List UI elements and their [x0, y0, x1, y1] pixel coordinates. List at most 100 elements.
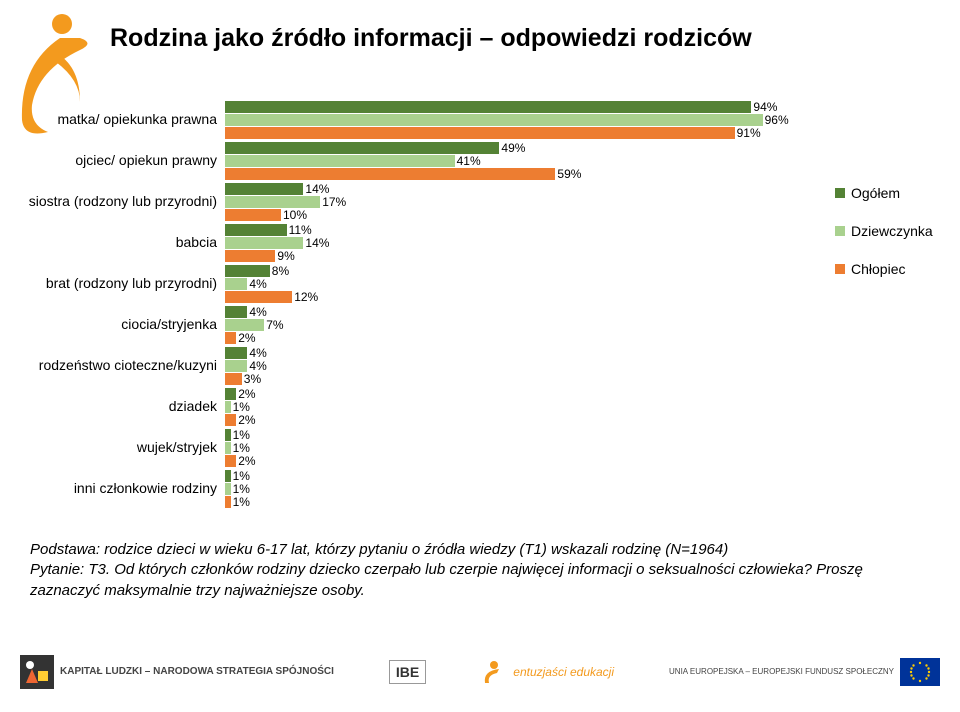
category-label: wujek/stryjek — [0, 440, 225, 455]
bar-wrap: 2% — [225, 454, 840, 467]
bar-value-label: 1% — [233, 441, 250, 455]
bar-chlopiec — [225, 496, 231, 508]
category-label: siostra (rodzony lub przyrodni) — [0, 194, 225, 209]
category-bars: 1%1%2% — [225, 428, 840, 467]
bar-dziewczynka — [225, 442, 231, 454]
category-label: ojciec/ opiekun prawny — [0, 153, 225, 168]
bar-value-label: 1% — [233, 428, 250, 442]
category-bars: 14%17% 10% — [225, 182, 840, 221]
bar-wrap: 41% — [225, 154, 840, 167]
chart-category-row: rodzeństwo cioteczne/kuzyni4%4%3% — [0, 346, 840, 385]
bar-value-label: 2% — [238, 387, 255, 401]
bar-wrap: 96% — [225, 113, 840, 126]
category-label: rodzeństwo cioteczne/kuzyni — [0, 358, 225, 373]
bar-chlopiec — [225, 332, 236, 344]
bar-wrap: 7% — [225, 318, 840, 331]
chart-legend: OgółemDziewczynkaChłopiec — [835, 185, 945, 299]
bar-ogolem — [225, 429, 231, 441]
category-bars: 94%96%91% — [225, 100, 840, 139]
footnote-question: Pytanie: T3. Od których członków rodziny… — [30, 561, 863, 598]
bar-dziewczynka — [225, 360, 247, 372]
bar-value-label: 12% — [294, 290, 318, 304]
legend-swatch — [835, 264, 845, 274]
bar-ogolem — [225, 388, 236, 400]
bar-value-label: 4% — [249, 359, 266, 373]
bar-chlopiec — [225, 168, 555, 180]
bar-value-label: 3% — [244, 372, 261, 386]
chart-category-row: inni członkowie rodziny1%1%1% — [0, 469, 840, 508]
category-label: brat (rodzony lub przyrodni) — [0, 276, 225, 291]
bar-ogolem — [225, 306, 247, 318]
bar-dziewczynka — [225, 155, 455, 167]
bar-chlopiec — [225, 414, 236, 426]
bar-wrap: 94% — [225, 100, 840, 113]
category-bars: 2%1%2% — [225, 387, 840, 426]
bar-ogolem — [225, 470, 231, 482]
bar-wrap: 2% — [225, 387, 840, 400]
bar-value-label: 4% — [249, 346, 266, 360]
chart-footnote: Podstawa: rodzice dzieci w wieku 6-17 la… — [30, 540, 930, 601]
bar-value-label: 11% — [289, 223, 312, 237]
bar-ogolem — [225, 224, 287, 236]
bar-value-label: 10% — [283, 208, 307, 222]
bar-dziewczynka — [225, 278, 247, 290]
category-label: ciocia/stryjenka — [0, 317, 225, 332]
logo-entuzjasci: entuzjaści edukacji — [481, 659, 614, 685]
bar-value-label: 1% — [233, 400, 250, 414]
bar-wrap: 1% — [225, 469, 840, 482]
bar-value-label: 8% — [272, 264, 289, 278]
chart-category-row: matka/ opiekunka prawna94%96%91% — [0, 100, 840, 139]
category-bars: 4%7%2% — [225, 305, 840, 344]
category-bars: 4%4%3% — [225, 346, 840, 385]
bar-wrap: 9% — [225, 249, 840, 262]
bar-chlopiec — [225, 127, 735, 139]
bar-value-label: 14% — [305, 236, 329, 250]
chart-category-row: ojciec/ opiekun prawny49%41%59% — [0, 141, 840, 180]
bar-ogolem — [225, 142, 499, 154]
page-title: Rodzina jako źródło informacji – odpowie… — [110, 24, 752, 53]
logo-ibe: IBE — [389, 660, 426, 684]
legend-label: Dziewczynka — [851, 223, 933, 239]
bar-chlopiec — [225, 250, 275, 262]
bar-wrap: 4% — [225, 277, 840, 290]
bar-ogolem — [225, 101, 751, 113]
bar-wrap: 14% — [225, 182, 840, 195]
chart-category-row: siostra (rodzony lub przyrodni)14%17% 10% — [0, 182, 840, 221]
bar-value-label: 1% — [233, 495, 250, 509]
bar-wrap: 4% — [225, 346, 840, 359]
bar-value-label: 1% — [233, 469, 250, 483]
bar-wrap: 1% — [225, 495, 840, 508]
chart-category-row: dziadek2%1%2% — [0, 387, 840, 426]
bar-wrap: 17% — [225, 195, 840, 208]
logo-kapital-ludzki: KAPITAŁ LUDZKI – NARODOWA STRATEGIA SPÓJ… — [20, 655, 334, 689]
bar-wrap: 12% — [225, 290, 840, 303]
chart-category-row: ciocia/stryjenka4%7%2% — [0, 305, 840, 344]
category-bars: 1%1%1% — [225, 469, 840, 508]
bar-wrap: 11% — [225, 223, 840, 236]
bar-wrap: 1% — [225, 400, 840, 413]
bar-chlopiec — [225, 209, 281, 221]
legend-label: Ogółem — [851, 185, 900, 201]
chart-category-row: brat (rodzony lub przyrodni) 8%4%12% — [0, 264, 840, 303]
bar-wrap: 91% — [225, 126, 840, 139]
bar-value-label: 96% — [765, 113, 789, 127]
bar-wrap: 49% — [225, 141, 840, 154]
bar-value-label: 17% — [322, 195, 346, 209]
bar-value-label: 49% — [501, 141, 525, 155]
bar-value-label: 2% — [238, 413, 255, 427]
bar-wrap: 10% — [225, 208, 840, 221]
bar-wrap: 4% — [225, 359, 840, 372]
bar-value-label: 41% — [457, 154, 481, 168]
bar-value-label: 94% — [753, 100, 777, 114]
bar-value-label: 7% — [266, 318, 283, 332]
horizontal-bar-chart: matka/ opiekunka prawna94%96%91% ojciec/ … — [0, 100, 840, 530]
bar-dziewczynka — [225, 319, 264, 331]
bar-dziewczynka — [225, 401, 231, 413]
bar-wrap: 1% — [225, 428, 840, 441]
legend-swatch — [835, 188, 845, 198]
bar-chlopiec — [225, 455, 236, 467]
logo-eu: UNIA EUROPEJSKA – EUROPEJSKI FUNDUSZ SPO… — [669, 658, 940, 686]
bar-value-label: 9% — [277, 249, 294, 263]
category-label: dziadek — [0, 399, 225, 414]
bar-wrap: 1% — [225, 441, 840, 454]
